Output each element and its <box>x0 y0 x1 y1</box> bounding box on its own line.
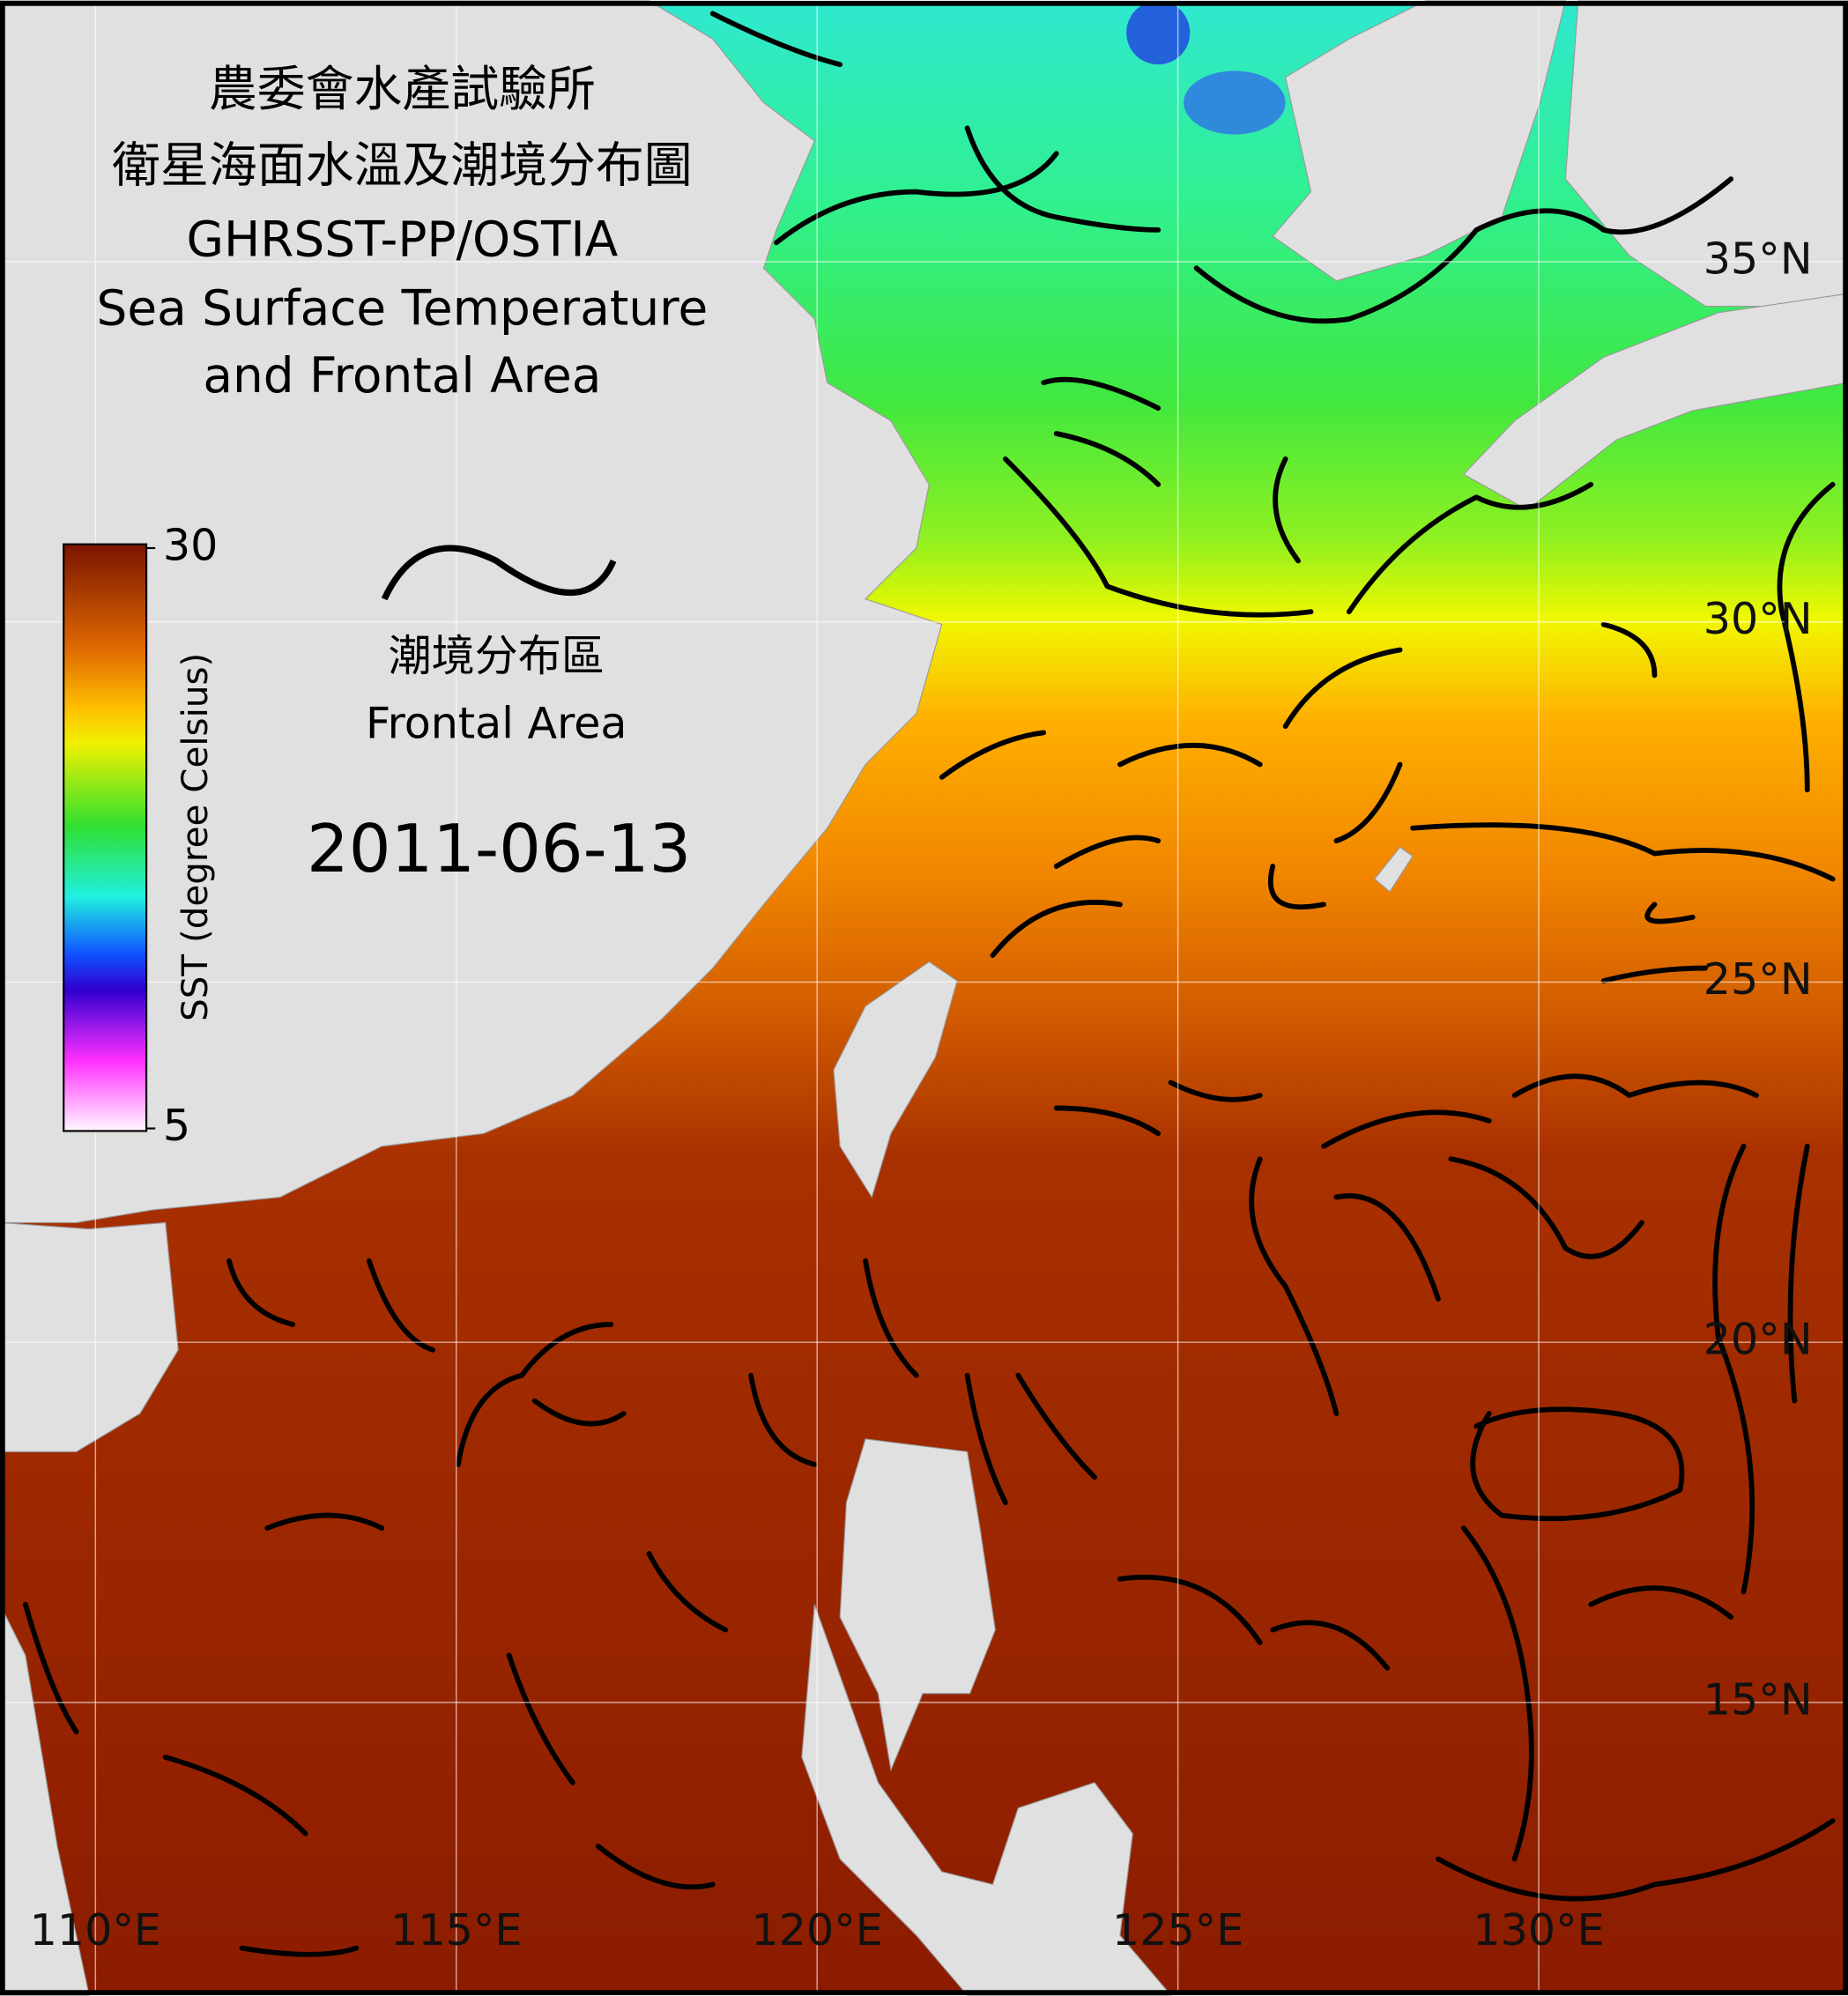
lon-label: 130°E <box>1473 1904 1604 1955</box>
front-line <box>1041 376 1161 411</box>
front-line <box>1600 965 1709 983</box>
legend-symbol <box>381 545 617 601</box>
front-line <box>595 1844 716 1890</box>
philippine-islands <box>801 1604 1172 1996</box>
front-line <box>1249 1156 1340 1416</box>
front-line <box>1273 456 1301 564</box>
colorbar-label: SST (degree Celsius) <box>174 653 216 1021</box>
taiwan <box>833 961 958 1198</box>
lon-label: 110°E <box>30 1904 161 1955</box>
front-line <box>1511 1073 1759 1098</box>
lat-label: 35°N <box>1703 234 1813 285</box>
luzon <box>839 1438 996 1772</box>
fronts <box>22 11 1836 1957</box>
front-line <box>264 1512 385 1531</box>
front-line <box>939 730 1047 780</box>
korea <box>1272 0 1567 282</box>
front-line <box>1333 1193 1441 1302</box>
front-line <box>1117 1574 1263 1645</box>
lat-label: 15°N <box>1703 1673 1813 1725</box>
title-line: 農委會水產試驗所 <box>209 61 596 117</box>
front-line <box>226 1258 296 1327</box>
front-line <box>990 900 1123 959</box>
front-line <box>1346 481 1594 615</box>
front-line <box>964 125 1161 233</box>
front-line <box>239 1945 360 1957</box>
china <box>0 0 943 1223</box>
lon-label: 125°E <box>1112 1904 1243 1955</box>
front-line <box>1460 1525 1534 1862</box>
front-line <box>162 1755 308 1836</box>
front-line <box>1267 864 1326 910</box>
hainan <box>0 1221 179 1452</box>
front-line <box>1015 1372 1097 1480</box>
front-line <box>748 1372 818 1467</box>
lat-label: 20°N <box>1703 1314 1813 1365</box>
cold-spot <box>1184 70 1286 135</box>
legend-label: 潮境分布區 <box>389 630 605 681</box>
title-line: and Frontal Area <box>203 347 601 404</box>
colorbar-tick-label: 5 <box>163 1100 190 1151</box>
front-line <box>1168 1080 1263 1102</box>
front-line <box>1600 621 1658 679</box>
date: 2011-06-13 <box>307 810 691 887</box>
legend-label: Frontal Area <box>366 698 627 749</box>
front-line <box>1053 835 1161 869</box>
front-line <box>709 11 843 68</box>
front-line <box>1053 431 1161 487</box>
colorbar <box>63 543 148 1132</box>
front-line <box>1321 1109 1492 1149</box>
front-line <box>1777 481 1836 793</box>
front-line <box>646 1551 729 1633</box>
front-line <box>1448 1156 1644 1259</box>
front-line <box>1117 742 1263 768</box>
front-line <box>531 1398 627 1427</box>
front-line <box>1712 1143 1755 1595</box>
japan <box>1462 293 1848 511</box>
front-line <box>22 1601 79 1734</box>
lon-label: 120°E <box>752 1904 883 1955</box>
lat-label: 30°N <box>1703 593 1813 644</box>
front-line <box>366 1258 435 1353</box>
front-line <box>964 1372 1008 1506</box>
front-line <box>1270 1620 1391 1671</box>
front-line <box>1003 456 1314 618</box>
front-line <box>1053 1105 1161 1137</box>
front-line <box>506 1652 575 1785</box>
front-line <box>1470 1406 1685 1522</box>
front-line <box>1787 1143 1810 1404</box>
front-line <box>1333 761 1403 844</box>
front-line <box>1588 1585 1734 1620</box>
ryukyu <box>1373 846 1414 893</box>
front-line <box>456 1322 614 1467</box>
front-line <box>1193 176 1734 324</box>
cold-spot <box>1126 0 1191 65</box>
front-line <box>1410 822 1836 882</box>
front-line <box>1282 647 1403 730</box>
title-line: GHRSST-PP/OSTIA <box>186 211 618 267</box>
title-line: 衛星海面水溫及潮境分布圖 <box>112 137 693 194</box>
lat-label: 25°N <box>1703 953 1813 1005</box>
lon-label: 115°E <box>390 1904 522 1955</box>
front-line <box>1644 902 1696 924</box>
front-line <box>863 1258 919 1378</box>
front-line <box>1436 1818 1836 1902</box>
title-line: Sea Surface Temperature <box>96 279 708 336</box>
colorbar-tick-label: 30 <box>163 519 218 570</box>
